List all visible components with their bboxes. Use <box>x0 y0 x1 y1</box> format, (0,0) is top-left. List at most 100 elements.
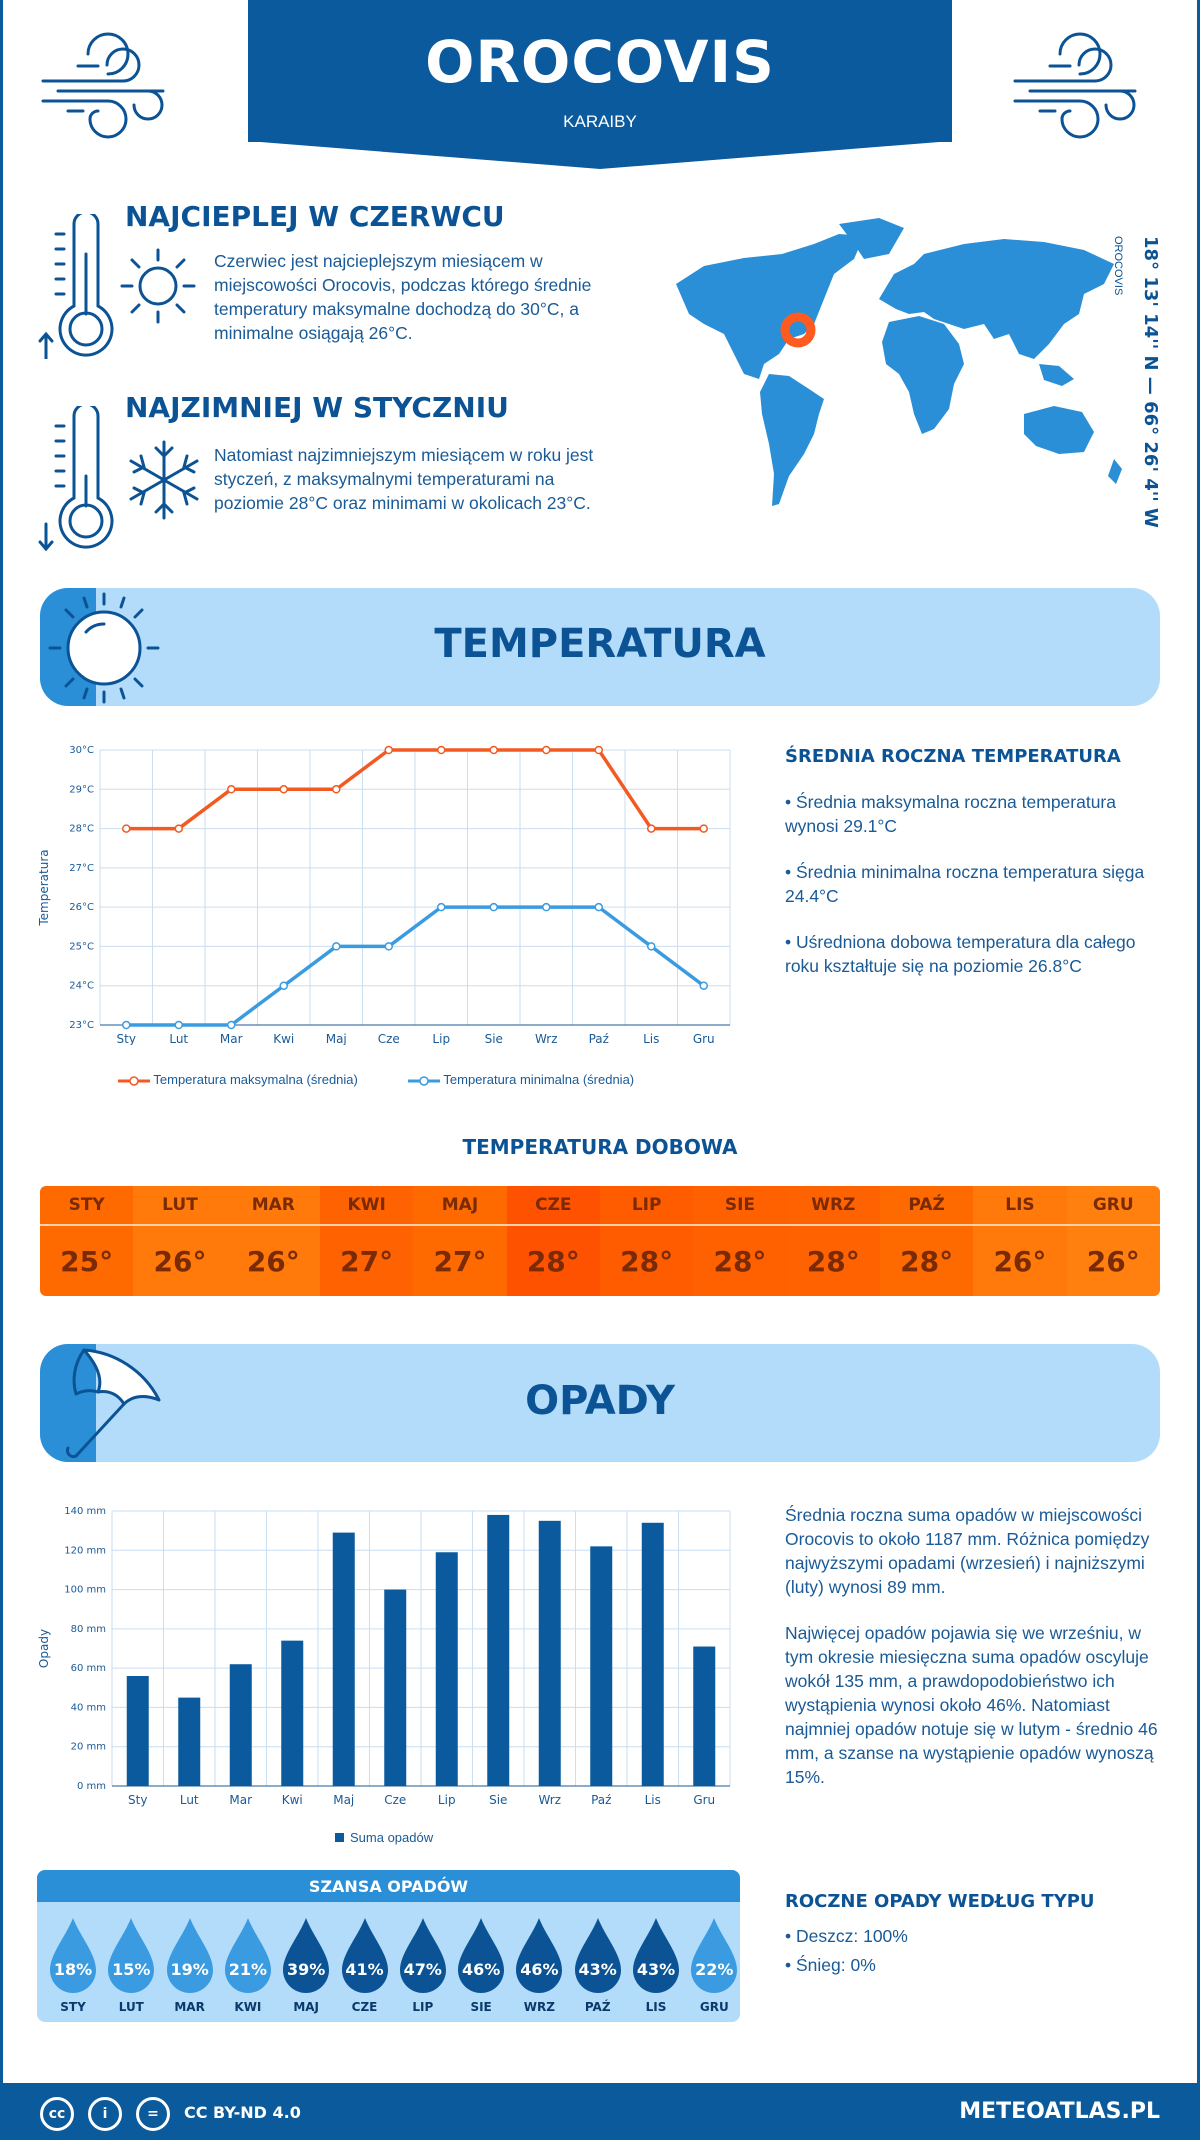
footer: cc i = CC BY-ND 4.0 METEOATLAS.PL <box>0 2083 1200 2140</box>
chance-month: PAŹ <box>584 2000 611 2014</box>
x-tick-label: Maj <box>333 1793 354 1807</box>
chance-value: 43% <box>578 1960 617 1979</box>
chance-month: CZE <box>351 2000 378 2014</box>
warmest-text: Czerwiec jest najcieplejszym miesiącem w… <box>214 251 592 343</box>
y-tick-label: 40 mm <box>71 1702 106 1713</box>
precip-bar <box>641 1522 664 1786</box>
license-text: CC BY-ND 4.0 <box>184 2103 301 2122</box>
chance-value: 39% <box>287 1960 326 1979</box>
series-point <box>384 745 393 755</box>
x-tick-label: Lis <box>645 1793 661 1807</box>
x-tick-label: Wrz <box>535 1032 558 1045</box>
daily-column: KWI 27° <box>319 1186 414 1296</box>
precip-bar <box>435 1552 458 1786</box>
series-point <box>647 942 656 951</box>
coldest-text: Natomiast najzimniejszym miesiącem w rok… <box>214 445 594 513</box>
header-banner-tip <box>248 141 952 169</box>
series-line <box>126 905 705 1027</box>
daily-temperature: 27° <box>340 1244 394 1278</box>
y-tick-label: 24°C <box>69 981 94 992</box>
daily-column: SIE 28° <box>693 1186 787 1296</box>
daily-column: MAR 26° <box>226 1186 320 1296</box>
chance-value: 46% <box>461 1960 501 1979</box>
x-tick-label: Kwi <box>282 1793 303 1807</box>
daily-column: STY 25° <box>40 1186 134 1296</box>
daily-temperature: 26° <box>246 1244 300 1278</box>
daily-temperature: 28° <box>900 1244 954 1278</box>
x-tick-label: Lip <box>438 1793 456 1807</box>
y-tick-label: 80 mm <box>71 1624 106 1635</box>
raindrop-icon <box>691 1918 738 1993</box>
precipitation-chance-title: SZANSA OPADÓW <box>37 1870 740 1902</box>
y-tick-label: 120 mm <box>64 1545 106 1556</box>
precip-bar <box>281 1640 304 1786</box>
x-tick-label: Maj <box>326 1032 347 1045</box>
chance-drop: 41% CZE <box>336 1916 394 2016</box>
sun-icon <box>120 248 196 324</box>
x-tick-label: Cze <box>384 1793 406 1807</box>
y-tick-label: 0 mm <box>77 1781 106 1792</box>
series-point <box>489 745 498 755</box>
daily-temperature: 26° <box>993 1244 1047 1278</box>
y-tick-label: 20 mm <box>71 1742 106 1753</box>
daily-temperature: 28° <box>526 1244 580 1278</box>
series-point <box>647 824 656 833</box>
precipitation-chart: 0 mm 20 mm 40 mm 60 mm 80 mm 100 mm 120 mm 140 … <box>37 1506 731 1807</box>
temperature-section-bar <box>40 588 1160 706</box>
daily-month: PAŹ <box>879 1186 974 1226</box>
brand-link[interactable]: METEOATLAS.PL <box>959 2099 1160 2124</box>
chance-drop: 43% PAŹ <box>569 1916 627 2016</box>
city-title: OROCOVIS <box>425 28 775 96</box>
legend-min-marker <box>408 1075 440 1086</box>
series-point <box>174 1020 183 1030</box>
daily-month: LIS <box>973 1186 1067 1226</box>
chance-month: STY <box>60 2000 86 2014</box>
chance-value: 15% <box>112 1960 151 1979</box>
x-tick-label: Lis <box>643 1032 659 1045</box>
x-tick-label: Sie <box>485 1032 503 1045</box>
series-point <box>122 1020 131 1030</box>
chance-month: KWI <box>234 2000 262 2014</box>
chance-month: WRZ <box>523 2000 555 2014</box>
warmest-title: NAJCIEPLEJ W CZERWCU <box>125 200 505 233</box>
precipitation-description: Średnia roczna suma opadów w miejscowośc… <box>785 1503 1160 1811</box>
y-tick-label: 140 mm <box>64 1506 106 1517</box>
chance-drop: 39% MAJ <box>277 1916 335 2016</box>
daily-month: CZE <box>506 1186 600 1226</box>
precip-bar <box>590 1546 613 1786</box>
x-tick-label: Mar <box>220 1032 243 1045</box>
daily-month: GRU <box>1066 1186 1160 1226</box>
precip-type-snow: • Śnieg: 0% <box>785 1955 876 1975</box>
precipitation-text-1: Średnia roczna suma opadów w miejscowośc… <box>785 1505 1150 1597</box>
daily-temperature: 26° <box>1086 1244 1140 1278</box>
y-tick-label: 100 mm <box>64 1585 106 1596</box>
daily-month: SIE <box>693 1186 787 1226</box>
raindrop-icon <box>633 1918 679 1993</box>
precip-type-list: • Deszcz: 100% • Śnieg: 0% <box>785 1922 1160 1980</box>
y-tick-label: 27°C <box>69 863 94 874</box>
daily-column: MAJ 27° <box>413 1186 507 1296</box>
chance-value: 21% <box>228 1960 268 1979</box>
thermometer-cold-icon <box>38 406 114 551</box>
daily-month: WRZ <box>786 1186 880 1226</box>
legend-min-label: Temperatura minimalna (średnia) <box>443 1072 635 1087</box>
x-tick-label: Cze <box>378 1032 400 1045</box>
cc-icon: cc <box>40 2097 74 2131</box>
x-tick-label: Sty <box>128 1793 147 1807</box>
coordinates-text: 18° 13' 14'' N — 66° 26' 4'' W <box>1140 236 1161 528</box>
precip-bar <box>538 1520 561 1786</box>
precip-bar <box>332 1532 355 1786</box>
no-derivatives-icon: = <box>136 2097 170 2131</box>
x-tick-label: Paź <box>589 1032 609 1045</box>
x-tick-label: Kwi <box>273 1032 294 1045</box>
y-tick-label: 30°C <box>69 745 94 756</box>
region-subtitle: KARAIBY <box>563 112 637 131</box>
series-point <box>332 942 341 951</box>
daily-temperature: 28° <box>620 1244 674 1278</box>
coordinates-city: OROCOVIS <box>1112 236 1124 296</box>
chance-month: SIE <box>470 2000 492 2014</box>
series-point <box>594 902 603 912</box>
series-point <box>699 981 708 990</box>
snowflake-icon <box>129 440 199 520</box>
